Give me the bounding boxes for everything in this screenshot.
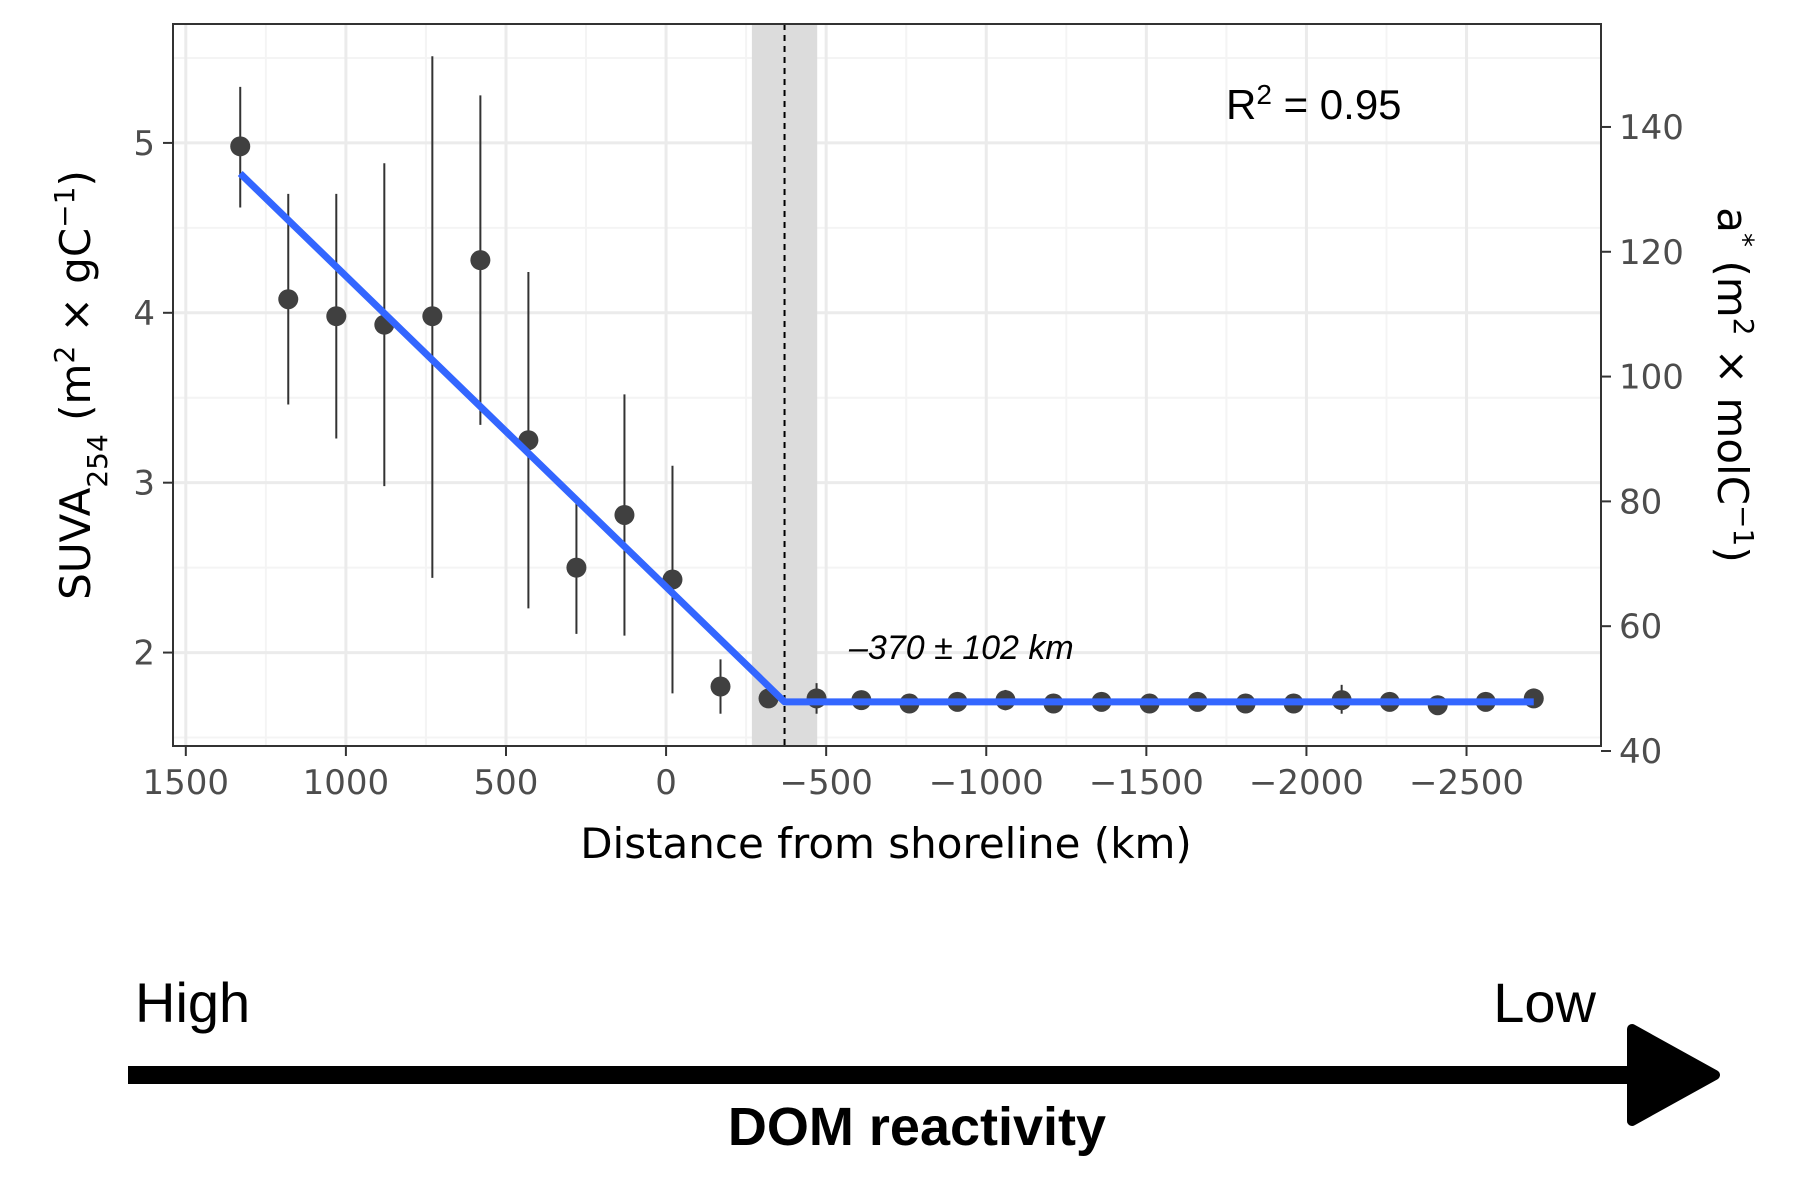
- fit-line: [237, 170, 1534, 706]
- x-tick-label: −500: [779, 763, 872, 803]
- breakpoint-confidence-band: [751, 24, 818, 746]
- y-tick-label: 5: [133, 124, 155, 164]
- data-point: [278, 289, 299, 310]
- y2-axis-title: a* (m2 × molC−1): [1708, 207, 1761, 562]
- plot-panel-border: [172, 23, 1602, 747]
- y2-axis-ticks: 40 60 80 100 120 140: [1601, 108, 1684, 772]
- data-point: [710, 676, 731, 697]
- x-axis-title: Distance from shoreline (km): [580, 819, 1192, 868]
- y-axis-title: SUVA254 (m2 × gC−1): [48, 170, 114, 600]
- data-point: [230, 136, 251, 157]
- data-point: [422, 306, 443, 327]
- low-label: Low: [1493, 971, 1596, 1034]
- y2-tick-label: 100: [1619, 358, 1684, 398]
- r-squared-annotation: R2 = 0.95: [1226, 79, 1402, 129]
- y-tick-label: 3: [133, 464, 155, 504]
- breakpoint-label: –370 ± 102 km: [848, 629, 1074, 667]
- y2-tick-label: 80: [1619, 482, 1662, 522]
- x-tick-label: 1000: [303, 763, 390, 803]
- x-tick-label: 500: [474, 763, 539, 803]
- data-point: [566, 557, 587, 578]
- x-tick-label: 1500: [143, 763, 230, 803]
- data-point: [326, 306, 347, 327]
- y-axis-ticks: 2 3 4 5: [133, 124, 173, 674]
- x-tick-label: −2000: [1249, 763, 1364, 803]
- y2-tick-label: 60: [1619, 607, 1662, 647]
- y-tick-label: 4: [133, 294, 155, 334]
- y2-tick-label: 40: [1619, 732, 1662, 772]
- data-point: [614, 504, 635, 525]
- x-tick-label: 0: [655, 763, 677, 803]
- y2-tick-label: 140: [1619, 108, 1684, 148]
- high-label: High: [135, 971, 250, 1034]
- x-axis-ticks: 1500 1000 500 0 −500 −1000 −1500 −2000 −2500: [143, 746, 1524, 803]
- error-bars: [239, 56, 1535, 714]
- reactivity-title: DOM reactivity: [728, 1097, 1106, 1157]
- reactivity-arrow-head: [1627, 1024, 1720, 1126]
- data-point: [470, 250, 491, 271]
- y2-tick-label: 120: [1619, 233, 1684, 273]
- x-tick-label: −2500: [1409, 763, 1524, 803]
- x-tick-label: −1000: [929, 763, 1044, 803]
- y-tick-label: 2: [133, 634, 155, 674]
- grid: [173, 24, 1601, 746]
- x-tick-label: −1500: [1089, 763, 1204, 803]
